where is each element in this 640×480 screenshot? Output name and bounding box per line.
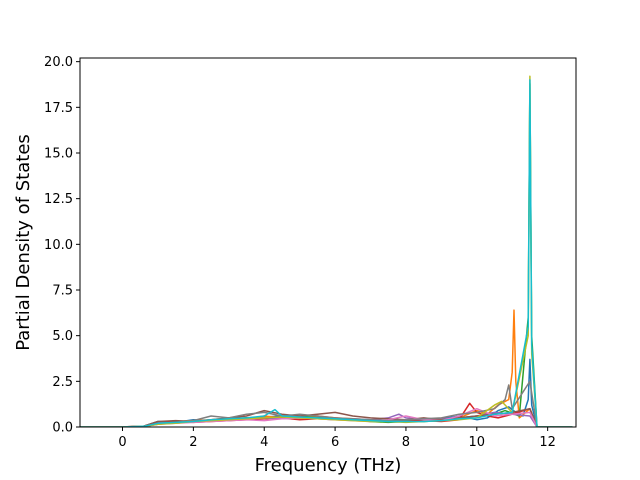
y-tick-label: 20.0 xyxy=(44,55,73,70)
y-tick-label: 0.0 xyxy=(52,421,73,436)
y-tick-label: 10.0 xyxy=(44,238,73,253)
series-layer xyxy=(80,75,573,427)
x-tick-label: 8 xyxy=(402,435,410,450)
x-tick-label: 0 xyxy=(118,435,126,450)
y-axis-label: Partial Density of States xyxy=(13,134,34,351)
y-tick-label: 15.0 xyxy=(44,146,73,161)
x-tick-label: 10 xyxy=(469,435,486,450)
y-tick-label: 12.5 xyxy=(44,192,73,207)
x-tick-label: 2 xyxy=(189,435,197,450)
y-axis: 0.0 2.5 5.0 7.5 10.0 12.5 15.0 17.5 20.0 xyxy=(44,55,80,436)
x-axis-label: Frequency (THz) xyxy=(255,455,402,476)
plot-frame xyxy=(79,57,577,428)
y-tick-label: 5.0 xyxy=(52,329,73,344)
x-axis: 0 2 4 6 8 10 12 xyxy=(118,427,556,450)
series-line-10 xyxy=(80,79,573,427)
x-tick-label: 12 xyxy=(539,435,556,450)
y-tick-label: 17.5 xyxy=(44,101,73,116)
x-tick-label: 6 xyxy=(331,435,339,450)
y-tick-label: 2.5 xyxy=(52,375,73,390)
x-tick-label: 4 xyxy=(260,435,268,450)
y-tick-label: 7.5 xyxy=(52,283,73,298)
